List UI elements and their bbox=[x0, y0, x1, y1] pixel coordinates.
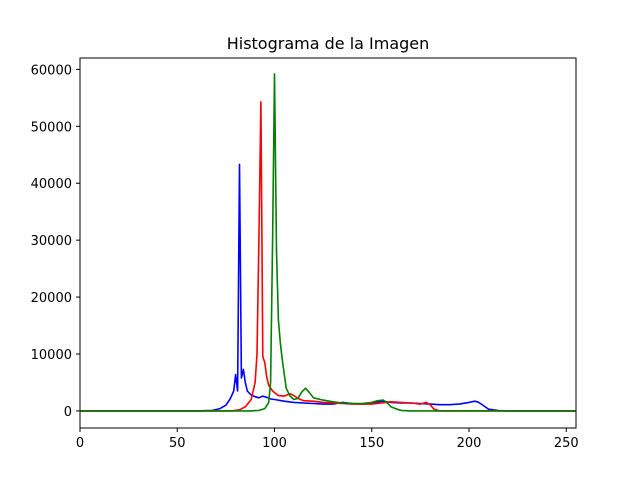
y-tick-label-0: 0 bbox=[64, 405, 72, 420]
series-line-0 bbox=[80, 163, 576, 412]
x-tick-label-0: 0 bbox=[76, 436, 84, 451]
x-axis: 0 50 100 150 200 250 bbox=[76, 428, 579, 451]
chart-title: Histograma de la Imagen bbox=[227, 34, 430, 53]
y-tick-label-5: 50000 bbox=[31, 120, 72, 135]
x-tick-label-4: 200 bbox=[457, 436, 482, 451]
x-tick-label-3: 150 bbox=[359, 436, 384, 451]
series-line-2 bbox=[80, 73, 576, 412]
x-tick-label-1: 50 bbox=[169, 436, 186, 451]
y-tick-label-4: 40000 bbox=[31, 177, 72, 192]
series-line-1 bbox=[80, 101, 576, 412]
y-tick-label-2: 20000 bbox=[31, 291, 72, 306]
x-tick-label-5: 250 bbox=[554, 436, 579, 451]
y-tick-label-6: 60000 bbox=[31, 63, 72, 78]
y-axis: 0 10000 20000 30000 40000 50000 60000 bbox=[31, 63, 80, 420]
series-layer bbox=[80, 73, 576, 412]
plot-frame bbox=[79, 57, 577, 429]
y-tick-label-3: 30000 bbox=[31, 234, 72, 249]
y-tick-label-1: 10000 bbox=[31, 348, 72, 363]
x-tick-label-2: 100 bbox=[262, 436, 287, 451]
